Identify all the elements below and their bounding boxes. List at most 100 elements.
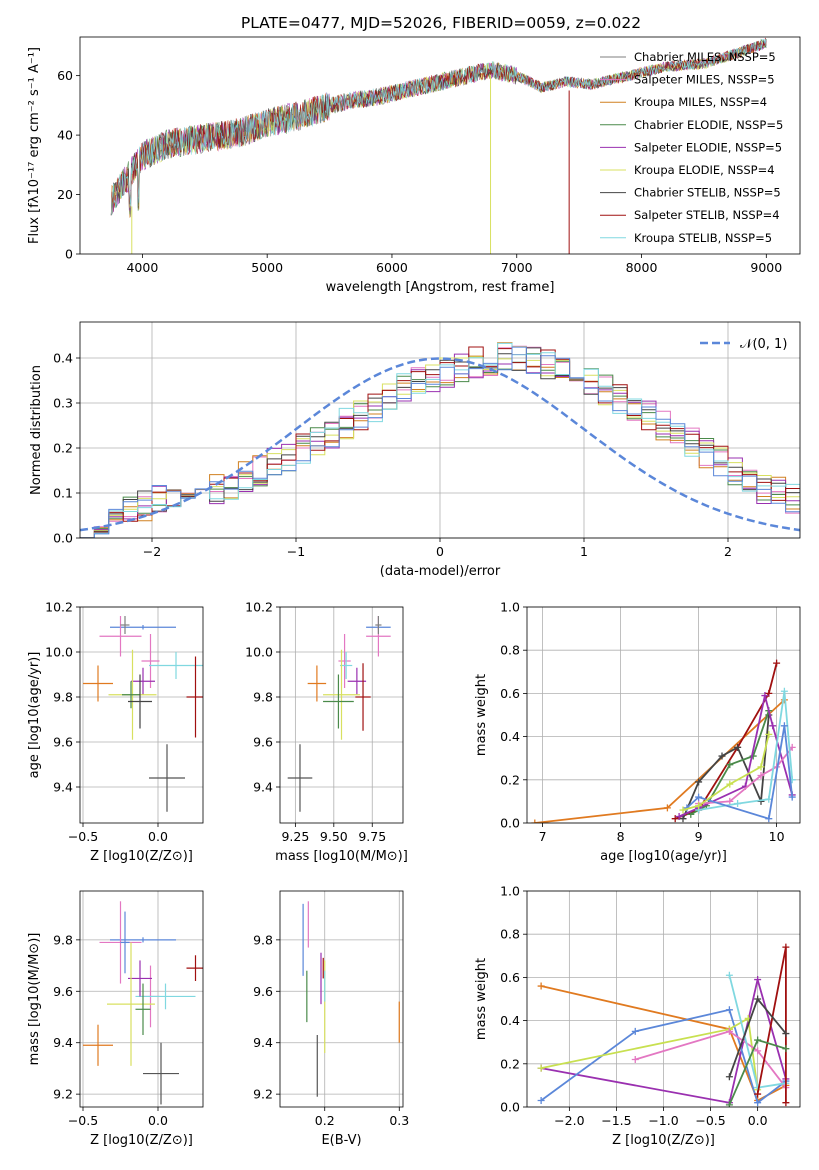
plus-marker <box>734 800 742 808</box>
plus-marker <box>631 1027 639 1035</box>
x-tick-label: 9.50 <box>320 829 348 844</box>
plus-marker <box>782 1030 790 1038</box>
plus-marker <box>725 1101 733 1107</box>
x-tick-label: 0.3 <box>389 1113 409 1128</box>
y-tick-label: 9.2 <box>53 1087 73 1102</box>
x-tick-label: 7000 <box>501 260 533 275</box>
y-tick-label: 10.2 <box>45 600 73 615</box>
x-tick-label: 0.0 <box>148 1113 168 1128</box>
legend-label: Salpeter STELIB, NSSP=4 <box>634 208 780 222</box>
y-tick-label: 9.6 <box>53 984 73 999</box>
plus-marker <box>782 943 790 951</box>
x-tick-label: 4000 <box>126 260 158 275</box>
chart-mw-z: −2.0 −1.5 −1.0 −0.5 0.0 0.0 0.2 0.4 0.6 0.8 1.0 Z [… <box>474 884 801 1148</box>
plus-marker <box>537 1097 545 1105</box>
x-tick-label: 5000 <box>251 260 283 275</box>
plus-marker <box>537 1064 545 1072</box>
x-tick-label: 9.75 <box>358 829 386 844</box>
y-tick-label: 0.6 <box>500 970 520 985</box>
chart-mw-age: 7 8 9 10 0.0 0.2 0.4 0.6 0.8 1.0 age [log10(age/yr… <box>474 600 801 864</box>
y-tick-label: 40 <box>57 128 73 143</box>
legend-label: Kroupa ELODIE, NSSP=4 <box>634 163 775 177</box>
plus-marker <box>695 793 703 801</box>
y-tick-label: 60 <box>57 68 73 83</box>
y-tick-label: 0.0 <box>500 1100 520 1115</box>
legend-label: Salpeter MILES, NSSP=5 <box>634 73 775 87</box>
plus-marker <box>725 1006 733 1014</box>
x-tick-label: −0.5 <box>68 1113 98 1128</box>
y-axis-label: age [log10(age/yr)] <box>27 652 42 779</box>
plus-marker <box>780 687 788 695</box>
y-axis-label: mass weight <box>474 958 489 1040</box>
plus-marker <box>679 806 687 814</box>
plus-marker <box>537 982 545 990</box>
plus-marker <box>780 722 788 730</box>
plus-marker <box>663 804 671 812</box>
y-tick-label: 10.0 <box>45 645 73 660</box>
plot-area <box>287 616 391 812</box>
plot-area <box>537 943 790 1107</box>
plot-area <box>83 901 203 1105</box>
plot-area <box>110 37 767 254</box>
plus-marker <box>782 1045 790 1053</box>
x-tick-label: 10 <box>769 829 785 844</box>
plus-marker <box>726 780 734 788</box>
y-tick-label: 9.6 <box>253 984 273 999</box>
plus-marker <box>765 795 773 803</box>
y-tick-label: 9.8 <box>253 690 273 705</box>
y-tick-label: 0.4 <box>53 351 73 366</box>
x-tick-label: −1 <box>287 544 305 559</box>
x-tick-label: 2 <box>724 544 732 559</box>
y-tick-label: 0.0 <box>500 816 520 831</box>
y-tick-label: 0.4 <box>500 729 520 744</box>
y-tick-label: 9.8 <box>253 932 273 947</box>
y-tick-label: 0.2 <box>500 772 520 787</box>
chart-age-mass: 9.25 9.50 9.75 9.4 9.6 9.8 10.0 10.2 mass [log10… <box>245 600 408 865</box>
x-axis-label: mass [log10(M/M⊙)] <box>275 849 408 864</box>
plus-marker <box>725 971 733 979</box>
y-tick-label: 9.8 <box>53 690 73 705</box>
y-tick-label: 9.4 <box>253 780 273 795</box>
y-tick-label: 9.6 <box>53 735 73 750</box>
y-tick-label: 9.4 <box>53 1035 73 1050</box>
x-axis-label: Z [log10(Z/Z⊙)] <box>90 849 193 864</box>
legend-label: Chabrier ELODIE, NSSP=5 <box>634 118 783 132</box>
y-tick-label: 0.2 <box>53 441 73 456</box>
x-tick-label: 7 <box>539 829 547 844</box>
weight-series <box>756 947 787 1103</box>
x-tick-label: 9000 <box>750 260 782 275</box>
plus-marker <box>765 689 773 697</box>
plus-marker <box>726 761 734 769</box>
legend: Chabrier MILES, NSSP=5 Salpeter MILES, NS… <box>600 50 783 245</box>
plus-marker <box>671 815 679 823</box>
y-tick-label: 0 <box>65 247 73 262</box>
plus-marker <box>754 1047 762 1055</box>
y-tick-label: 9.6 <box>253 735 273 750</box>
gaussian-curve <box>80 357 800 532</box>
plus-marker <box>726 797 734 805</box>
axes-frame <box>526 606 801 824</box>
x-axis-label: Z [log10(Z/Z⊙)] <box>90 1133 193 1148</box>
x-tick-label: −2 <box>143 544 161 559</box>
x-tick-label: −1.0 <box>648 1113 678 1128</box>
chart-age-z: −0.5 0.0 9.4 9.6 9.8 10.0 10.2 Z [log10(Z/Z⊙)] a… <box>27 600 204 864</box>
x-tick-label: 8000 <box>626 260 658 275</box>
plus-marker <box>695 802 703 810</box>
y-tick-label: 0.4 <box>500 1013 520 1028</box>
y-tick-label: 0.3 <box>53 396 73 411</box>
y-tick-label: 9.4 <box>253 1035 273 1050</box>
plus-marker <box>757 771 765 779</box>
y-tick-label: 9.8 <box>53 932 73 947</box>
x-axis-label: age [log10(age/yr)] <box>600 849 727 864</box>
x-tick-label: 0.0 <box>148 829 168 844</box>
x-tick-label: −2.0 <box>554 1113 584 1128</box>
plot-area <box>531 659 796 823</box>
x-axis-label: Z [log10(Z/Z⊙)] <box>612 1133 715 1148</box>
y-tick-label: 1.0 <box>500 884 520 899</box>
plus-marker <box>757 763 765 771</box>
y-axis-label: mass [log10(M/M⊙)] <box>27 933 42 1066</box>
legend: 𝒩(0, 1) <box>700 337 787 352</box>
y-tick-label: 0.2 <box>500 1056 520 1071</box>
chart-mass-ebv: 0.2 0.3 9.2 9.4 9.6 9.8 E(B-V) <box>253 890 409 1148</box>
axes-frame <box>79 36 801 255</box>
